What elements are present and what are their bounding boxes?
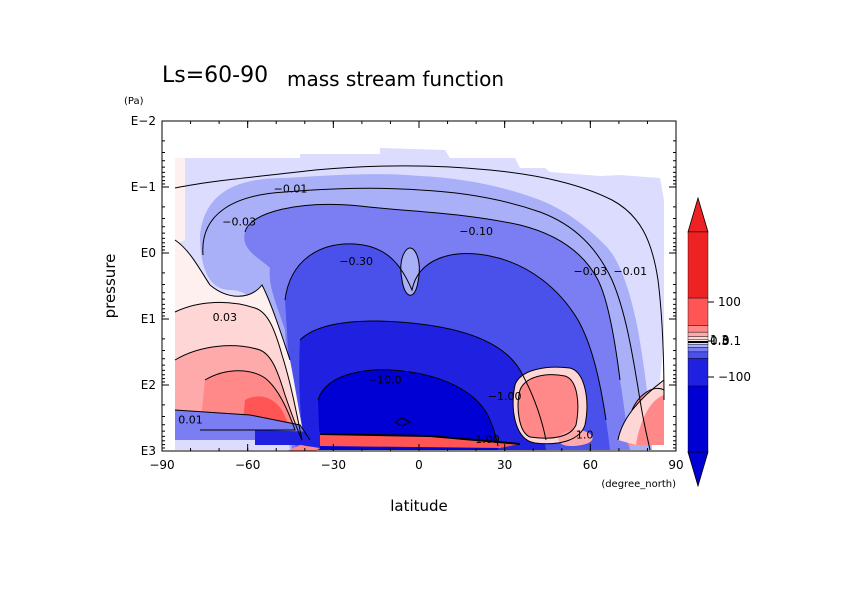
contour-label: −0.03 bbox=[573, 265, 607, 278]
x-tick-label: 90 bbox=[668, 458, 683, 472]
contour-line-2 bbox=[202, 187, 651, 451]
contour-line-18 bbox=[393, 417, 412, 427]
field-neg-south-low-2 bbox=[255, 430, 325, 445]
colorbar-overlap-label: 0.3 bbox=[710, 334, 729, 348]
y-tick-label: E−1 bbox=[131, 180, 156, 194]
colorbar-swatch-positive bbox=[687, 231, 709, 299]
contour-line-14 bbox=[319, 433, 521, 445]
y-axis: E−2 E−1 E0 E1 E2 E3 bbox=[131, 114, 676, 458]
field-neg-6 bbox=[318, 369, 498, 450]
colorbar-swatch-negative bbox=[687, 385, 709, 453]
x-tick-label: −60 bbox=[235, 458, 260, 472]
x-axis-title: latitude bbox=[390, 497, 448, 515]
colorbar-overlap-label: 1.3 bbox=[710, 333, 729, 347]
field-pos-southtop bbox=[175, 158, 185, 245]
contour-fill-group bbox=[175, 148, 664, 451]
colorbar-tick-label: 100 bbox=[718, 295, 741, 309]
x-tick-label: −90 bbox=[149, 458, 174, 472]
contour-line-6 bbox=[317, 369, 499, 447]
x-tick-label: 30 bbox=[497, 458, 512, 472]
field-pos-north-far-2 bbox=[618, 380, 664, 445]
contour-label: −0.30 bbox=[339, 255, 373, 268]
contour-line-1 bbox=[174, 165, 665, 401]
contour-label: −10.0 bbox=[368, 374, 402, 387]
contour-label: −1.00 bbox=[488, 390, 522, 403]
y-unit-label: (Pa) bbox=[124, 96, 144, 107]
contour-line-8 bbox=[174, 301, 303, 441]
contour-label: 0.03 bbox=[213, 311, 238, 324]
contour-line-9 bbox=[174, 345, 303, 441]
contour-label: 1.00 bbox=[475, 433, 500, 446]
contour-label-group: −0.01 −0.03 −0.10 −0.30 −0.03 −0.01 0.03 −10.0 −… bbox=[178, 182, 647, 446]
contour-label: −0.01 bbox=[613, 265, 647, 278]
colorbar-swatch-positive bbox=[687, 325, 709, 333]
y-tick-label: E3 bbox=[141, 444, 156, 458]
contour-line-12 bbox=[512, 366, 588, 445]
colorbar-swatch-positive bbox=[687, 331, 709, 337]
colorbar-ticks: 100 0.1 −100 0.31.3 bbox=[708, 295, 751, 384]
contour-label: −0.01 bbox=[274, 182, 308, 195]
contour-line-11 bbox=[174, 239, 291, 361]
colorbar-swatch-positive bbox=[687, 297, 709, 326]
contour-label: 1.0 bbox=[576, 428, 594, 441]
contour-label: 0.01 bbox=[178, 413, 203, 426]
contour-label: −0.10 bbox=[459, 225, 493, 238]
colorbar: 100 0.1 −100 0.31.3 bbox=[687, 196, 751, 488]
chart-title: Ls=60-90 bbox=[162, 63, 268, 88]
colorbar-top-arrow bbox=[687, 196, 709, 233]
contour-line-15 bbox=[174, 409, 311, 441]
x-tick-label: 0 bbox=[415, 458, 423, 472]
x-axis: −90 −60 −30 0 30 60 90 bbox=[149, 121, 684, 472]
colorbar-swatch-negative bbox=[687, 344, 709, 348]
colorbar-swatch-negative bbox=[687, 358, 709, 387]
contour-line-16 bbox=[631, 387, 665, 411]
field-pos-north-2 bbox=[518, 374, 578, 439]
chart-subtitle: mass stream function bbox=[287, 67, 504, 91]
y-tick-label: E0 bbox=[141, 246, 156, 260]
colorbar-swatch-positive bbox=[687, 336, 709, 340]
colorbar-swatches bbox=[687, 231, 709, 453]
x-tick-label: 60 bbox=[583, 458, 598, 472]
colorbar-swatch-negative bbox=[687, 351, 709, 359]
y-tick-label: E−2 bbox=[131, 114, 156, 128]
field-pos-surface bbox=[320, 434, 520, 448]
contour-line-4 bbox=[284, 243, 607, 421]
colorbar-tick-label: −100 bbox=[718, 370, 751, 384]
contour-line-17 bbox=[617, 379, 665, 441]
colorbar-swatch-negative bbox=[687, 347, 709, 353]
x-tick-label: −30 bbox=[321, 458, 346, 472]
contour-line-group bbox=[174, 165, 665, 451]
contour-line-5 bbox=[299, 320, 547, 441]
field-upper-hole bbox=[400, 248, 420, 296]
contour-line-3 bbox=[244, 203, 621, 381]
contour-label: −0.03 bbox=[222, 215, 256, 228]
y-tick-label: E2 bbox=[141, 378, 156, 392]
contour-line-13 bbox=[517, 374, 579, 439]
colorbar-tick-label: 0.1 bbox=[722, 334, 741, 348]
contour-line-7 bbox=[400, 247, 420, 296]
y-tick-label: E1 bbox=[141, 312, 156, 326]
y-axis-title: pressure bbox=[101, 254, 119, 319]
x-unit-label: (degree_north) bbox=[601, 479, 676, 490]
contour-line-10 bbox=[200, 370, 296, 431]
colorbar-bottom-arrow bbox=[687, 451, 709, 488]
field-pos-surface-2 bbox=[287, 445, 320, 451]
